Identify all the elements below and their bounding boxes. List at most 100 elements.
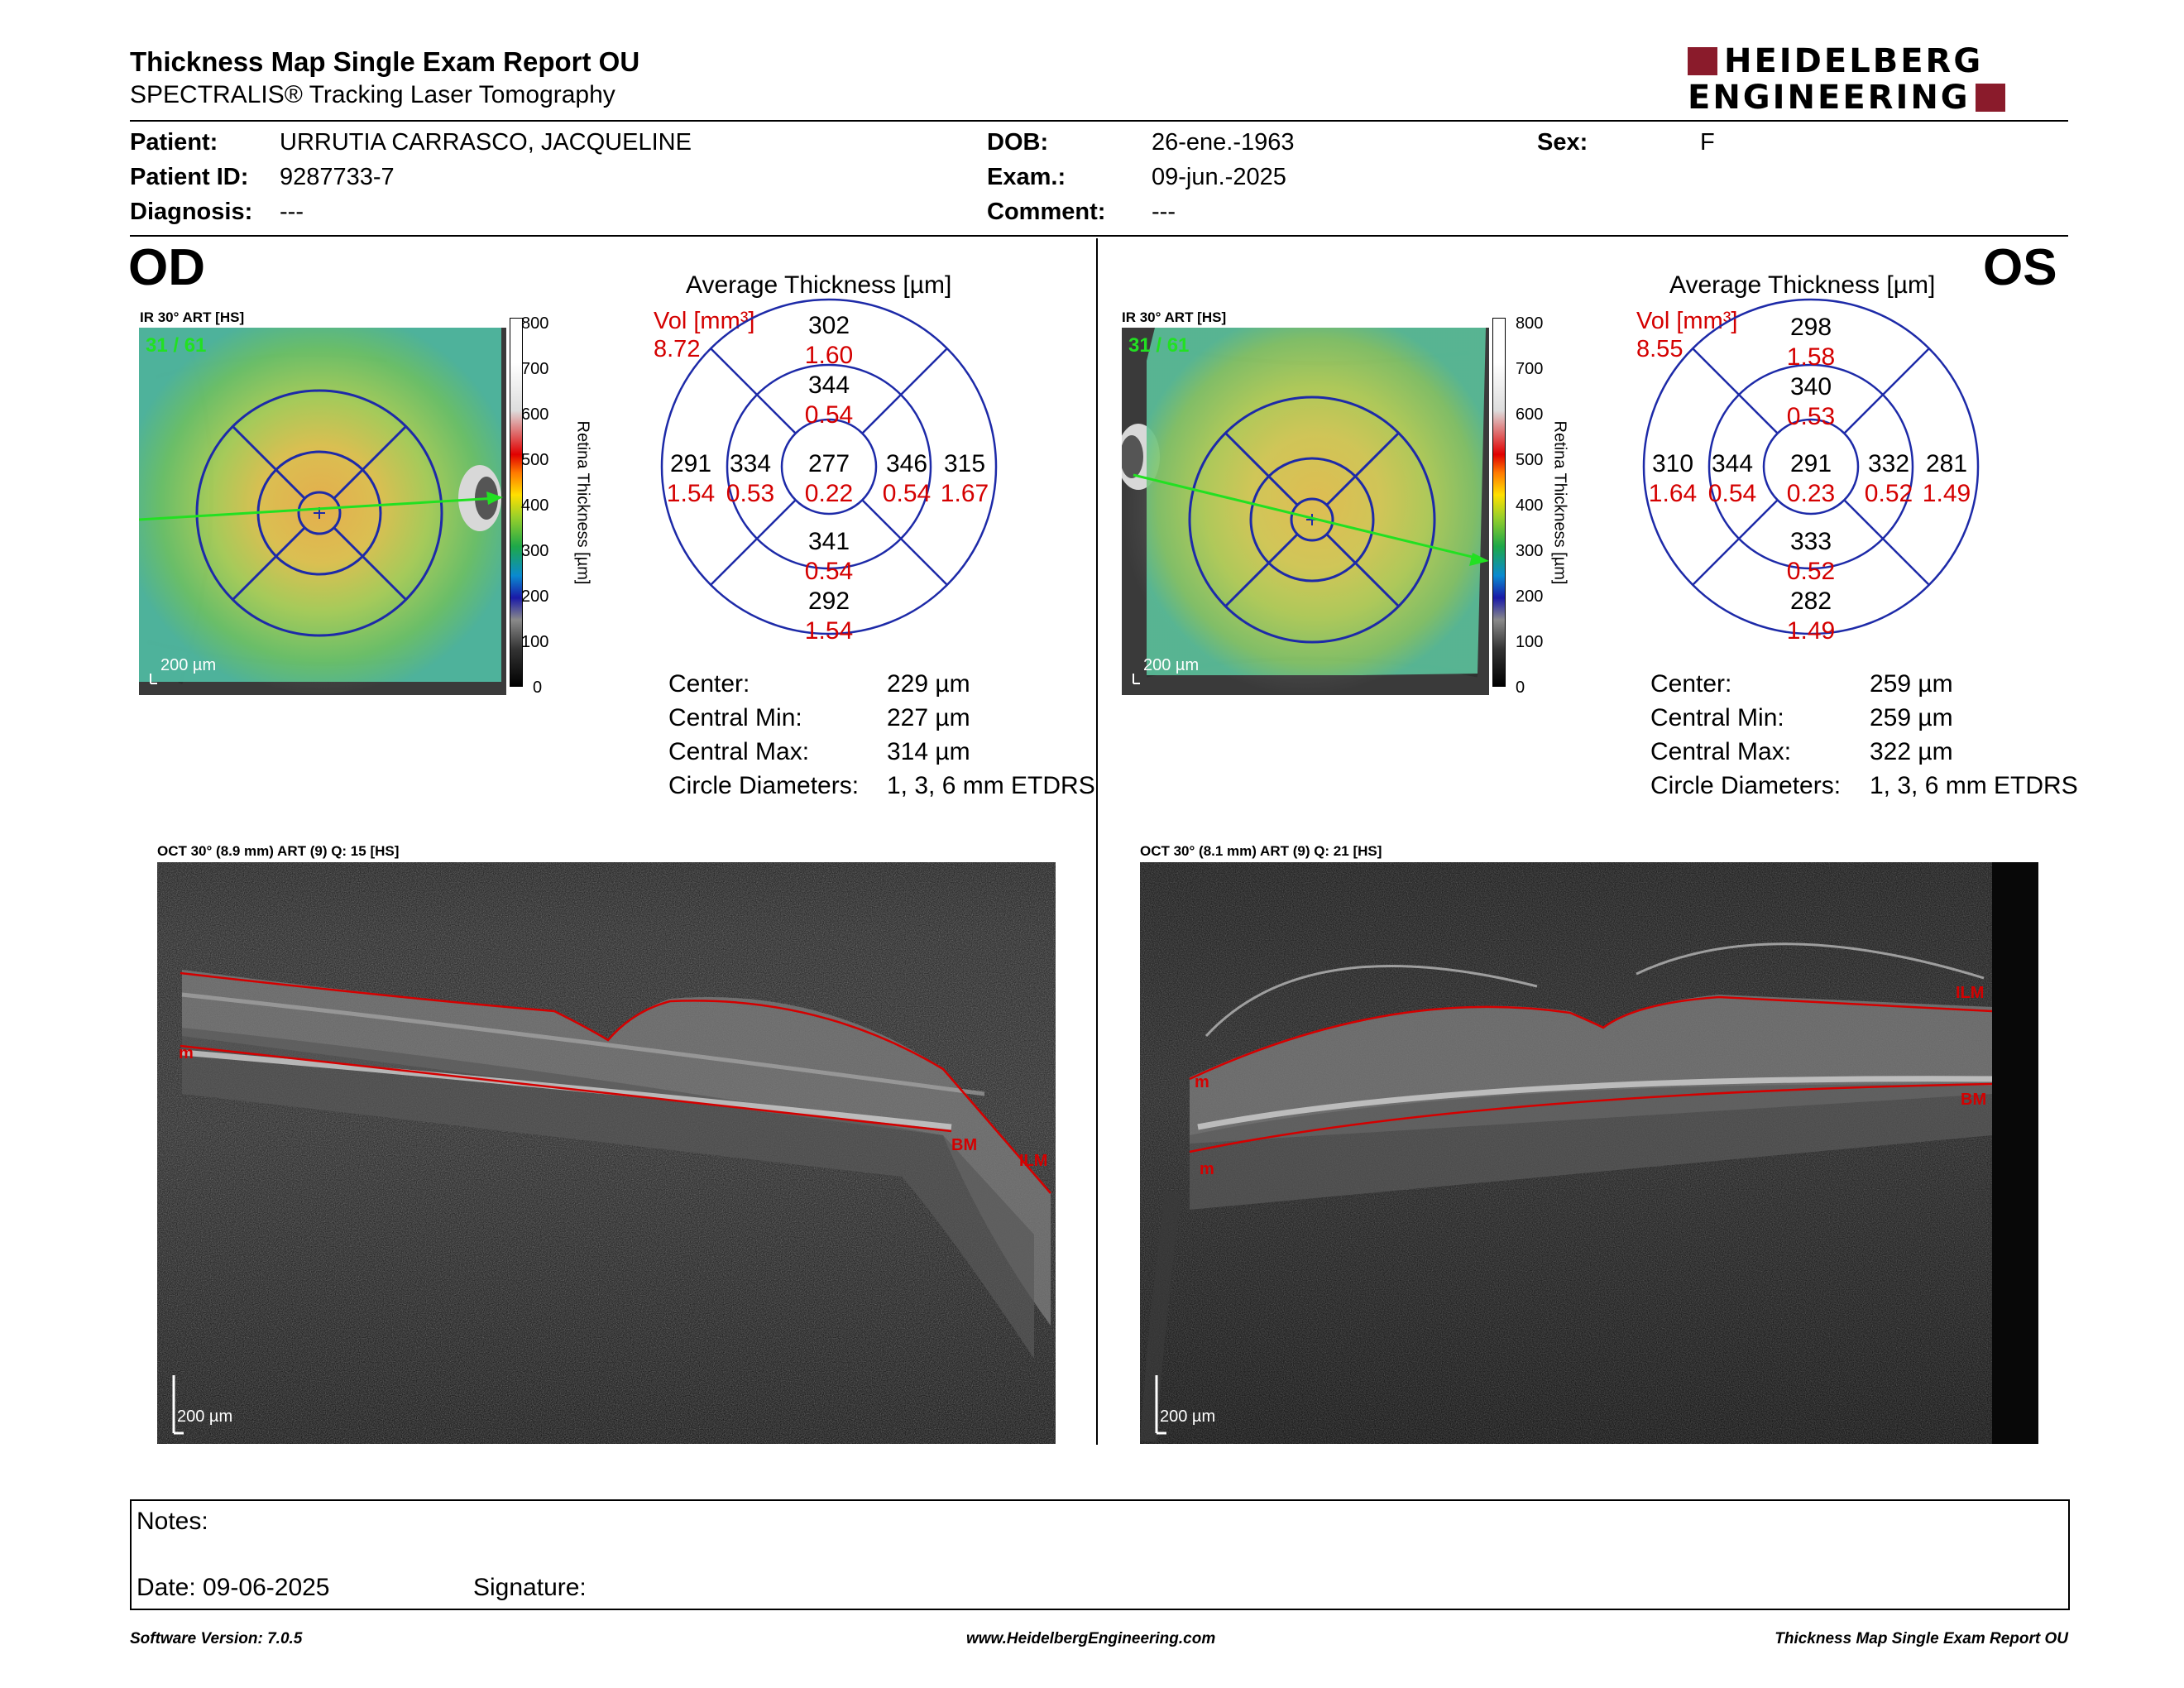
footer-report-title: Thickness Map Single Exam Report OU: [1774, 1630, 2068, 1647]
stat-value: 259 µm: [1870, 704, 1953, 731]
frame-counter-os: 31 / 61: [1128, 334, 1190, 357]
stat-label: Central Min:: [668, 704, 802, 731]
oct-tag: BM: [1961, 1091, 1987, 1109]
fundus-thickness-map-od: [139, 328, 506, 695]
sector-volume: 1.64: [1648, 480, 1698, 507]
signature-label: Signature:: [473, 1574, 587, 1601]
patient-id-label: Patient ID:: [130, 164, 249, 190]
frame-counter-od: 31 / 61: [146, 334, 207, 357]
stat-value: 322 µm: [1870, 738, 1953, 765]
stat-value: 314 µm: [887, 738, 970, 765]
eye-label-os: OS: [1983, 239, 2057, 296]
sector-volume: 1.67: [940, 480, 989, 507]
sector-volume: 0.54: [804, 401, 854, 429]
fundus-thickness-map-os: [1122, 328, 1489, 695]
ir-label-os: IR 30° ART [HS]: [1122, 309, 1227, 325]
notes-box: Notes: Date: 09-06-2025 Signature:: [130, 1499, 2070, 1610]
colorbar-tick: 800: [1516, 314, 1544, 333]
colorbar-tick: 0: [533, 679, 543, 697]
stat-label: Central Max:: [1650, 738, 1792, 765]
patient-label: Patient:: [130, 129, 218, 156]
eye-divider: [1096, 238, 1098, 1445]
sector-volume: 0.22: [804, 480, 854, 507]
sector-thickness: 344: [807, 372, 850, 399]
diagnosis-label: Diagnosis:: [130, 199, 253, 225]
scale-label-od: 200 µm: [160, 656, 217, 674]
stat-value: 229 µm: [887, 670, 970, 698]
colorbar-tick: 500: [1516, 451, 1544, 469]
logo-square-icon: [1975, 84, 2005, 112]
avg-thickness-title-os: Average Thickness [µm]: [1669, 271, 1936, 299]
sector-volume: 1.58: [1786, 343, 1836, 371]
oct-label-os: OCT 30° (8.1 mm) ART (9) Q: 21 [HS]: [1140, 843, 1382, 859]
logo-line-2: ENGINEERING: [1688, 79, 1971, 117]
sector-thickness: 291: [1789, 450, 1832, 477]
logo-square-icon: [1688, 47, 1717, 75]
colorbar-tick: 100: [521, 633, 549, 651]
oct-tag: ILM: [1019, 1152, 1048, 1170]
stat-value: 227 µm: [887, 704, 970, 731]
vol-label-od: Vol [mm³]: [654, 308, 755, 334]
comment-label: Comment:: [987, 199, 1106, 225]
sex-value: F: [1700, 129, 1715, 156]
dob-label: DOB:: [987, 129, 1049, 156]
sector-volume: 1.60: [804, 342, 854, 369]
vol-label-os: Vol [mm³]: [1636, 308, 1738, 334]
sector-thickness: 344: [1711, 450, 1754, 477]
stat-label: Center:: [668, 670, 750, 698]
oct-tag: BM: [951, 1136, 978, 1154]
sector-volume: 0.52: [1864, 480, 1913, 507]
stat-label: Circle Diameters:: [668, 772, 860, 799]
oct-tag: m: [1200, 1160, 1214, 1178]
colorbar-tick: 600: [521, 405, 549, 424]
colorbar-label-os: Retina Thickness [µm]: [1550, 420, 1569, 585]
exam-date: 09-jun.-2025: [1152, 164, 1286, 190]
sector-volume: 0.23: [1786, 480, 1836, 507]
colorbar-tick: 100: [1516, 633, 1544, 651]
scale-label-os: 200 µm: [1143, 656, 1200, 674]
sector-volume: 0.53: [726, 480, 775, 507]
colorbar-os: [1492, 318, 1506, 687]
patient-divider: [130, 235, 2068, 237]
sector-thickness: 298: [1789, 314, 1832, 341]
colorbar-tick: 200: [1516, 587, 1544, 606]
sector-volume: 0.54: [1707, 480, 1757, 507]
header-divider: [130, 120, 2068, 122]
colorbar-tick: 300: [521, 542, 549, 560]
oct-tag: m: [179, 1044, 194, 1062]
oct-scale-od: 200 µm: [177, 1407, 233, 1426]
sector-thickness: 332: [1867, 450, 1910, 477]
notes-label: Notes:: [136, 1508, 208, 1535]
stat-label: Center:: [1650, 670, 1732, 698]
colorbar-tick: 400: [521, 496, 549, 515]
sector-thickness: 277: [807, 450, 850, 477]
stat-label: Central Max:: [668, 738, 810, 765]
sector-volume: 1.49: [1922, 480, 1971, 507]
sector-thickness: 291: [669, 450, 712, 477]
patient-name: URRUTIA CARRASCO, JACQUELINE: [280, 129, 692, 156]
sector-thickness: 281: [1925, 450, 1968, 477]
stat-value: 1, 3, 6 mm ETDRS: [887, 772, 1095, 799]
sector-thickness: 315: [943, 450, 986, 477]
colorbar-tick: 400: [1516, 496, 1544, 515]
sector-volume: 0.54: [804, 558, 854, 585]
colorbar-label-od: Retina Thickness [µm]: [573, 420, 592, 585]
sector-thickness: 282: [1789, 587, 1832, 615]
diagnosis-value: ---: [280, 199, 304, 225]
comment-value: ---: [1152, 199, 1176, 225]
colorbar-tick: 800: [521, 314, 549, 333]
vol-total-od: 8.72: [654, 336, 701, 362]
colorbar-tick: 700: [1516, 360, 1544, 378]
report-title: Thickness Map Single Exam Report OU: [130, 46, 640, 77]
etdrs-grid-os: [1642, 298, 1980, 635]
heidelberg-logo: HEIDELBERG ENGINEERING: [1688, 45, 2068, 114]
sector-volume: 0.53: [1786, 403, 1836, 430]
sector-thickness: 334: [729, 450, 772, 477]
stat-label: Central Min:: [1650, 704, 1784, 731]
website-link[interactable]: www.HeidelbergEngineering.com: [966, 1630, 1216, 1647]
sector-volume: 1.54: [666, 480, 716, 507]
colorbar-od: [510, 318, 523, 687]
oct-tag: ILM: [1956, 984, 1985, 1002]
stat-value: 259 µm: [1870, 670, 1953, 698]
dob-value: 26-ene.-1963: [1152, 129, 1295, 156]
